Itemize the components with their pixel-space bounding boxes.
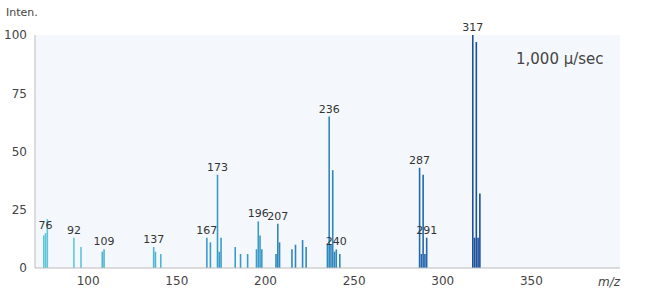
svg-text:50: 50: [12, 145, 27, 159]
svg-text:200: 200: [254, 274, 277, 288]
html-text:Inten.: Inten.: [6, 6, 38, 19]
svg-text:240: 240: [326, 235, 347, 248]
svg-text:250: 250: [343, 274, 366, 288]
html-text:1,000 μ/sec: 1,000 μ/sec: [516, 50, 604, 68]
svg-text:76: 76: [39, 219, 53, 232]
svg-text:92: 92: [67, 224, 81, 237]
svg-text:25: 25: [12, 203, 27, 217]
svg-text:236: 236: [319, 103, 340, 116]
svg-text:137: 137: [143, 233, 164, 246]
svg-text:317: 317: [462, 21, 483, 34]
svg-text:167: 167: [196, 224, 217, 237]
html-text:m/z: m/z: [598, 275, 620, 289]
svg-text:75: 75: [12, 87, 27, 101]
svg-text:196: 196: [248, 207, 269, 220]
svg-text:350: 350: [520, 274, 543, 288]
svg-text:291: 291: [416, 224, 437, 237]
svg-text:0: 0: [19, 261, 27, 275]
svg-text:287: 287: [409, 154, 430, 167]
svg-text:207: 207: [267, 210, 288, 223]
svg-text:173: 173: [207, 161, 228, 174]
svg-text:100: 100: [77, 274, 100, 288]
svg-text:300: 300: [431, 274, 454, 288]
svg-text:109: 109: [94, 235, 115, 248]
svg-text:100: 100: [8, 28, 27, 42]
svg-text:150: 150: [165, 274, 188, 288]
